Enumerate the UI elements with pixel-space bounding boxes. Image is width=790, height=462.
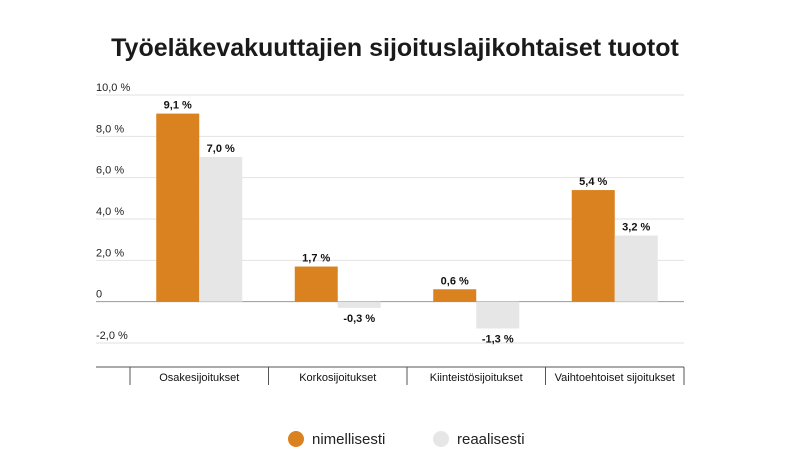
data-label: -0,3 % bbox=[343, 313, 375, 325]
data-labels: 9,1 % 7,0 % 1,7 % -0,3 % 0,6 % -1,3 % 5,4 % 3,2… bbox=[164, 100, 651, 346]
chart-title: Työeläkevakuuttajien sijoituslajikohtais… bbox=[111, 34, 679, 62]
y-tick-label: 10,0 % bbox=[96, 82, 130, 94]
legend-swatch bbox=[433, 431, 449, 447]
category-label: Osakesijoitukset bbox=[159, 372, 239, 384]
y-tick-label: 0 bbox=[96, 289, 102, 301]
bar-reaalisesti bbox=[337, 301, 381, 308]
bar-reaalisesti bbox=[614, 235, 658, 302]
category-axis: Osakesijoitukset Korkosijoitukset Kiinteis… bbox=[96, 366, 685, 385]
data-label: 1,7 % bbox=[302, 253, 330, 265]
bar-nimellisesti bbox=[571, 190, 615, 302]
data-label: 5,4 % bbox=[579, 176, 607, 188]
data-label: 7,0 % bbox=[207, 143, 235, 155]
y-tick-label: 6,0 % bbox=[96, 165, 124, 177]
data-label: -1,3 % bbox=[482, 334, 514, 346]
bar-nimellisesti bbox=[433, 289, 477, 302]
legend: nimellisesti reaalisesti bbox=[288, 431, 525, 448]
data-label: 3,2 % bbox=[622, 222, 650, 234]
bar-reaalisesti bbox=[476, 301, 520, 329]
y-tick-label: 8,0 % bbox=[96, 123, 124, 135]
bar-reaalisesti bbox=[199, 157, 243, 302]
category-label: Vaihtoehtoiset sijoitukset bbox=[555, 372, 675, 384]
data-label: 0,6 % bbox=[441, 275, 469, 287]
y-tick-label: -2,0 % bbox=[96, 330, 128, 342]
y-tick-label: 2,0 % bbox=[96, 247, 124, 259]
category-label: Korkosijoitukset bbox=[299, 372, 376, 384]
category-label: Kiinteistösijoitukset bbox=[430, 372, 523, 384]
bar-nimellisesti bbox=[294, 266, 338, 302]
legend-label: reaalisesti bbox=[457, 431, 525, 448]
legend-label: nimellisesti bbox=[312, 431, 385, 448]
bar-nimellisesti bbox=[156, 113, 200, 302]
y-axis-ticks: 10,0 % 8,0 % 6,0 % 4,0 % 2,0 % 0 -2,0 % bbox=[96, 82, 130, 342]
data-label: 9,1 % bbox=[164, 100, 192, 112]
legend-swatch bbox=[288, 431, 304, 447]
bars bbox=[156, 113, 658, 329]
y-tick-label: 4,0 % bbox=[96, 206, 124, 218]
